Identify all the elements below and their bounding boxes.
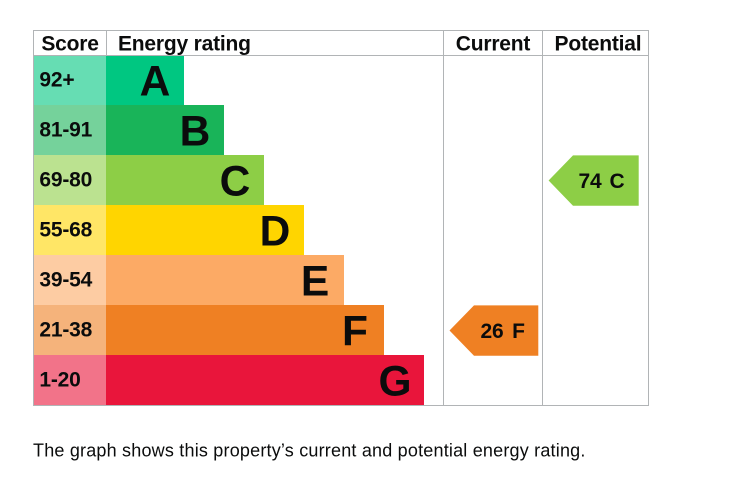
svg-text:1-20: 1-20 <box>39 369 80 392</box>
svg-text:C: C <box>610 170 625 193</box>
svg-text:Potential: Potential <box>555 33 642 56</box>
svg-text:F: F <box>342 309 368 356</box>
svg-text:39-54: 39-54 <box>39 269 92 292</box>
svg-text:26: 26 <box>481 320 504 343</box>
svg-text:Energy rating: Energy rating <box>118 33 251 56</box>
svg-text:69-80: 69-80 <box>39 169 92 192</box>
svg-text:The graph shows this property’: The graph shows this property’s current … <box>33 441 586 461</box>
svg-text:G: G <box>378 359 411 406</box>
svg-text:B: B <box>180 109 211 156</box>
svg-text:E: E <box>301 259 329 306</box>
svg-text:81-91: 81-91 <box>39 119 92 142</box>
svg-text:F: F <box>512 320 525 343</box>
svg-text:55-68: 55-68 <box>39 219 92 242</box>
svg-text:92+: 92+ <box>39 69 74 92</box>
svg-text:Current: Current <box>456 33 531 56</box>
svg-text:21-38: 21-38 <box>39 319 92 342</box>
svg-text:Score: Score <box>41 33 98 56</box>
svg-text:C: C <box>220 159 251 206</box>
svg-text:A: A <box>140 59 171 106</box>
svg-text:D: D <box>260 209 291 256</box>
svg-text:74: 74 <box>579 170 602 193</box>
